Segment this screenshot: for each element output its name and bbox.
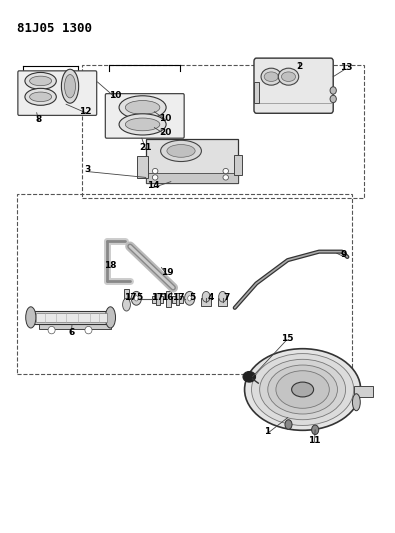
Ellipse shape (278, 68, 299, 85)
Text: 9: 9 (340, 251, 346, 260)
Ellipse shape (64, 75, 75, 98)
Text: 19: 19 (161, 268, 173, 277)
Bar (137, 156, 148, 179)
Bar (39, 322, 111, 329)
Bar (36, 313, 107, 321)
Ellipse shape (26, 307, 36, 328)
Ellipse shape (243, 372, 256, 382)
Ellipse shape (125, 118, 160, 131)
Bar (152, 296, 164, 303)
Ellipse shape (85, 326, 92, 334)
Text: 17: 17 (124, 293, 136, 302)
FancyBboxPatch shape (105, 94, 184, 138)
Bar (156, 293, 160, 305)
Ellipse shape (122, 298, 130, 311)
Ellipse shape (260, 359, 346, 419)
Text: 20: 20 (159, 128, 171, 138)
Bar (146, 173, 238, 183)
Bar (82, 65, 364, 198)
Ellipse shape (119, 114, 166, 135)
Ellipse shape (161, 140, 201, 161)
Ellipse shape (134, 296, 138, 301)
Ellipse shape (261, 68, 281, 85)
Ellipse shape (119, 96, 166, 119)
Ellipse shape (252, 353, 354, 425)
Bar (254, 82, 259, 103)
Text: 21: 21 (139, 143, 152, 152)
Ellipse shape (285, 419, 292, 429)
Ellipse shape (167, 144, 195, 157)
Ellipse shape (188, 296, 192, 301)
Bar (166, 291, 171, 307)
Bar (146, 139, 238, 183)
Ellipse shape (330, 87, 337, 94)
Ellipse shape (223, 175, 228, 180)
Ellipse shape (223, 168, 228, 174)
Bar (218, 298, 227, 306)
Ellipse shape (352, 394, 360, 411)
Ellipse shape (152, 168, 158, 174)
Ellipse shape (330, 95, 337, 103)
Ellipse shape (268, 365, 337, 414)
Text: 4: 4 (208, 293, 214, 302)
Ellipse shape (292, 382, 314, 397)
Text: 8: 8 (36, 115, 42, 124)
Bar (17, 195, 352, 374)
Ellipse shape (219, 292, 226, 302)
Text: 17: 17 (172, 293, 185, 302)
Text: 14: 14 (147, 181, 160, 190)
Ellipse shape (61, 69, 79, 103)
Text: 17: 17 (151, 293, 164, 302)
Text: 10: 10 (109, 91, 121, 100)
Bar (171, 296, 182, 303)
Text: 16: 16 (161, 293, 173, 302)
Ellipse shape (245, 349, 361, 430)
Ellipse shape (125, 101, 160, 114)
Text: 1: 1 (264, 427, 271, 437)
Ellipse shape (202, 292, 210, 302)
Bar (175, 293, 179, 305)
Ellipse shape (276, 371, 329, 408)
Text: 5: 5 (190, 293, 196, 302)
Text: 7: 7 (224, 293, 230, 302)
Ellipse shape (264, 72, 278, 82)
Text: 11: 11 (308, 436, 321, 445)
Ellipse shape (281, 72, 295, 82)
Text: 81J05 1300: 81J05 1300 (17, 21, 92, 35)
Text: 3: 3 (85, 166, 91, 174)
Bar (233, 155, 242, 175)
Ellipse shape (184, 292, 195, 305)
Ellipse shape (152, 175, 158, 180)
Text: 15: 15 (281, 334, 293, 343)
Ellipse shape (105, 307, 115, 328)
Text: 18: 18 (104, 261, 117, 270)
Bar (124, 289, 129, 302)
Ellipse shape (131, 292, 141, 305)
Bar (29, 311, 113, 324)
Text: 2: 2 (296, 62, 303, 70)
Ellipse shape (312, 425, 319, 434)
Ellipse shape (25, 88, 56, 106)
Ellipse shape (48, 326, 55, 334)
Ellipse shape (30, 92, 52, 102)
Text: 12: 12 (79, 107, 92, 116)
Text: 13: 13 (340, 63, 353, 72)
Bar (354, 386, 373, 397)
Text: 5: 5 (136, 293, 143, 302)
Text: 6: 6 (68, 328, 74, 337)
Ellipse shape (30, 76, 52, 86)
FancyBboxPatch shape (18, 71, 97, 115)
Text: 10: 10 (159, 114, 171, 123)
Bar (201, 298, 211, 306)
FancyBboxPatch shape (254, 58, 333, 114)
Ellipse shape (25, 72, 56, 90)
